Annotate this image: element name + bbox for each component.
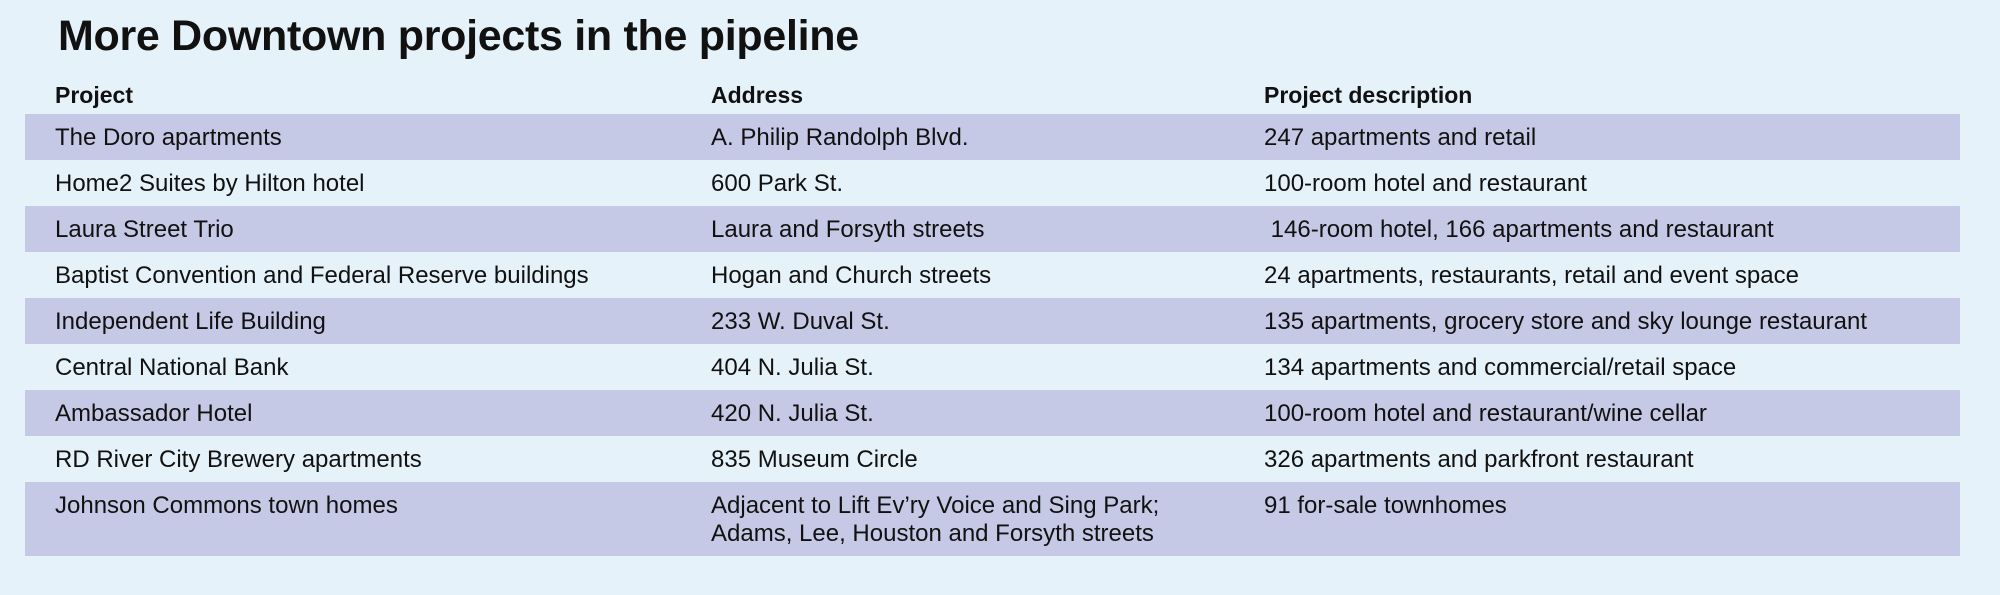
project-cell: Central National Bank xyxy=(55,354,289,381)
table-row: Ambassador Hotel 420 N. Julia St. 100-ro… xyxy=(25,390,1960,436)
description-cell: 247 apartments and retail xyxy=(1264,124,1537,151)
description-cell: 134 apartments and commercial/retail spa… xyxy=(1264,354,1737,381)
project-cell: Independent Life Building xyxy=(55,308,326,335)
address-line-1: Adjacent to Lift Ev’ry Voice and Sing Pa… xyxy=(711,492,1160,519)
address-line-2: Adams, Lee, Houston and Forsyth streets xyxy=(711,520,1154,547)
table-row: Central National Bank 404 N. Julia St. 1… xyxy=(25,344,1960,390)
description-cell: 91 for-sale townhomes xyxy=(1264,492,1507,519)
projects-table: Project Address Project description The … xyxy=(25,74,1960,556)
address-cell: A. Philip Randolph Blvd. xyxy=(711,124,969,151)
description-cell: 146-room hotel, 166 apartments and resta… xyxy=(1264,216,1774,243)
description-cell: 135 apartments, grocery store and sky lo… xyxy=(1264,308,1867,335)
table-row: Independent Life Building 233 W. Duval S… xyxy=(25,298,1960,344)
description-cell: 100-room hotel and restaurant/wine cella… xyxy=(1264,400,1707,427)
address-cell: Hogan and Church streets xyxy=(711,262,992,289)
column-header-address: Address xyxy=(711,82,804,108)
address-cell: 835 Museum Circle xyxy=(711,446,918,473)
address-cell: 233 W. Duval St. xyxy=(711,308,890,335)
address-cell: 600 Park St. xyxy=(711,170,844,197)
column-header-description: Project description xyxy=(1264,82,1473,108)
project-cell: Baptist Convention and Federal Reserve b… xyxy=(55,262,589,289)
table-row: The Doro apartments A. Philip Randolph B… xyxy=(25,114,1960,160)
address-cell: 420 N. Julia St. xyxy=(711,400,874,427)
description-cell: 24 apartments, restaurants, retail and e… xyxy=(1264,262,1799,289)
page-title: More Downtown projects in the pipeline xyxy=(58,12,859,60)
project-cell: Laura Street Trio xyxy=(55,216,234,243)
project-cell: RD River City Brewery apartments xyxy=(55,446,422,473)
column-header-project: Project xyxy=(55,82,133,108)
address-cell: Laura and Forsyth streets xyxy=(711,216,985,243)
project-cell: Johnson Commons town homes xyxy=(55,492,398,519)
table-row: Laura Street Trio Laura and Forsyth stre… xyxy=(25,206,1960,252)
project-cell: The Doro apartments xyxy=(55,124,282,151)
table-header-row: Project Address Project description xyxy=(25,74,1960,114)
project-cell: Ambassador Hotel xyxy=(55,400,253,427)
project-cell: Home2 Suites by Hilton hotel xyxy=(55,170,365,197)
description-cell: 326 apartments and parkfront restaurant xyxy=(1264,446,1694,473)
table-row: Baptist Convention and Federal Reserve b… xyxy=(25,252,1960,298)
table-row: Home2 Suites by Hilton hotel 600 Park St… xyxy=(25,160,1960,206)
table-row: Johnson Commons town homes Adjacent to L… xyxy=(25,482,1960,556)
description-cell: 100-room hotel and restaurant xyxy=(1264,170,1587,197)
address-cell: Adjacent to Lift Ev’ry Voice and Sing Pa… xyxy=(711,492,1264,548)
table-row: RD River City Brewery apartments 835 Mus… xyxy=(25,436,1960,482)
address-cell: 404 N. Julia St. xyxy=(711,354,874,381)
